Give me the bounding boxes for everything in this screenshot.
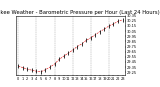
- Title: Milwaukee Weather - Barometric Pressure per Hour (Last 24 Hours): Milwaukee Weather - Barometric Pressure …: [0, 10, 159, 15]
